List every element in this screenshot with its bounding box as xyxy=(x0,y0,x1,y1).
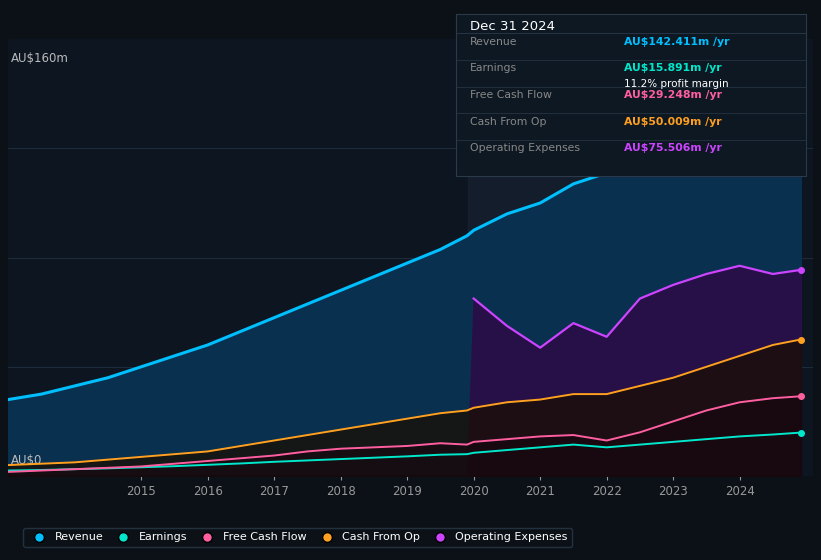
Bar xyxy=(468,39,800,476)
Text: AU$29.248m /yr: AU$29.248m /yr xyxy=(624,90,722,100)
Text: Revenue: Revenue xyxy=(470,37,517,46)
Text: 11.2% profit margin: 11.2% profit margin xyxy=(624,79,728,89)
Text: Operating Expenses: Operating Expenses xyxy=(470,143,580,153)
Text: Earnings: Earnings xyxy=(470,63,516,73)
Text: Dec 31 2024: Dec 31 2024 xyxy=(470,21,555,34)
Legend: Revenue, Earnings, Free Cash Flow, Cash From Op, Operating Expenses: Revenue, Earnings, Free Cash Flow, Cash … xyxy=(24,528,572,547)
Text: AU$160m: AU$160m xyxy=(11,52,68,66)
Text: AU$75.506m /yr: AU$75.506m /yr xyxy=(624,143,722,153)
Text: AU$15.891m /yr: AU$15.891m /yr xyxy=(624,63,722,73)
Text: AU$142.411m /yr: AU$142.411m /yr xyxy=(624,37,729,46)
Text: Cash From Op: Cash From Op xyxy=(470,116,546,127)
Text: AU$50.009m /yr: AU$50.009m /yr xyxy=(624,116,722,127)
Text: AU$0: AU$0 xyxy=(11,454,42,467)
Text: Free Cash Flow: Free Cash Flow xyxy=(470,90,552,100)
